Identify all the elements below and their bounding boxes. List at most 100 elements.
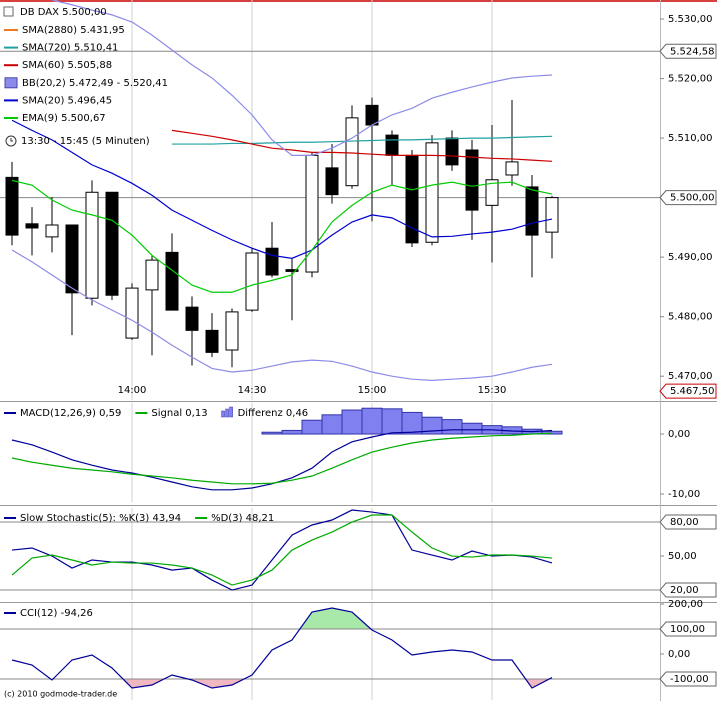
legend-label: Differenz 0,46: [238, 408, 309, 419]
x-tick-label: 15:00: [358, 385, 387, 396]
title-icon: [3, 6, 14, 17]
candle-body: [245, 252, 259, 311]
copyright: (c) 2010 godmode-trader.de: [4, 690, 117, 699]
y-tick-label: 200,00: [668, 599, 703, 610]
histogram-bar: [261, 431, 283, 435]
level-label: 5.500,00: [670, 193, 715, 204]
candle-body: [325, 167, 339, 196]
panel: [0, 508, 660, 600]
series-line: [11, 509, 553, 591]
y-tick-label: -10,00: [668, 489, 700, 500]
histogram-bar: [441, 419, 463, 435]
candle-body: [365, 104, 379, 126]
x-tick-label: 14:00: [118, 385, 147, 396]
legend-label: CCI(12) -94,26: [20, 608, 93, 619]
legend-label: SMA(720) 5.510,41: [22, 43, 118, 54]
series-line: [11, 514, 553, 586]
x-tick-label: 14:30: [238, 385, 267, 396]
candle-body: [345, 117, 359, 187]
legend-label: %D(3) 48,21: [211, 513, 274, 524]
candle-body: [485, 179, 499, 206]
level-box: [659, 43, 717, 59]
y-tick-label: 50,00: [668, 551, 697, 562]
y-tick-label: 5.530,00: [668, 14, 713, 25]
y-tick-label: 0,00: [668, 429, 690, 440]
candle-body: [265, 247, 279, 276]
panel: [0, 603, 660, 700]
level-box: [659, 514, 717, 530]
level-label: 5.467,50: [670, 386, 715, 397]
legend-label: SMA(60) 5.505,88: [22, 60, 112, 71]
histogram-bar: [341, 409, 363, 435]
y-tick-label: 5.510,00: [668, 133, 713, 144]
series-line: [11, 429, 553, 491]
histogram-bar: [461, 422, 483, 435]
series-line: [171, 129, 553, 162]
candle-body: [65, 224, 79, 294]
histogram-bar: [381, 408, 403, 435]
chart-subtitle: 13:30 - 15:45 (5 Minuten): [21, 136, 150, 147]
histogram-bar: [361, 407, 383, 435]
candle-body: [45, 224, 59, 238]
candle-body: [445, 137, 459, 166]
band-lower: [11, 249, 553, 381]
level-label: 100,00: [670, 624, 705, 635]
level-box: [659, 621, 717, 637]
series-line: [11, 119, 553, 259]
panel: [0, 0, 660, 400]
legend-label: Slow Stochastic(5): %K(3) 43,94: [20, 513, 181, 524]
candle-body: [545, 197, 559, 233]
legend-label: EMA(9) 5.500,67: [22, 113, 106, 124]
series-line: [11, 432, 553, 485]
legend-swatch: [229, 406, 233, 418]
panel: [11, 403, 563, 502]
legend-swatch: [4, 77, 18, 89]
legend-swatch: [225, 408, 229, 418]
legend-swatch: [221, 410, 225, 418]
candle-body: [105, 191, 119, 296]
chart-title: DB DAX 5.500,00: [20, 7, 107, 18]
candle-body: [125, 287, 139, 339]
y-tick-label: 5.490,00: [668, 252, 713, 263]
candle-body: [285, 269, 299, 272]
level-label: 5.524,58: [670, 46, 715, 57]
candle-body: [85, 191, 99, 299]
candle-body: [465, 149, 479, 211]
level-box: [659, 582, 717, 598]
clock-hands: [10, 138, 13, 142]
level-label: 20,00: [670, 585, 699, 596]
candle-body: [425, 142, 439, 243]
candle-body: [385, 134, 399, 156]
y-tick-label: 5.480,00: [668, 312, 713, 323]
x-tick-label: 15:30: [478, 385, 507, 396]
candle-body: [25, 223, 39, 229]
series-line: [172, 135, 553, 145]
series-line: [11, 179, 553, 293]
candle-body: [525, 186, 539, 236]
legend-label: BB(20,2) 5.472,49 - 5.520,41: [22, 78, 168, 89]
legend-label: MACD(12,26,9) 0,59: [20, 408, 121, 419]
candle-body: [5, 176, 19, 236]
y-tick-label: 5.470,00: [668, 371, 713, 382]
level-box: [659, 190, 717, 206]
level-box: [659, 671, 717, 687]
candle-body: [505, 161, 519, 176]
histogram-bar: [541, 430, 563, 435]
legend-label: SMA(2880) 5.431,95: [22, 25, 125, 36]
y-tick-label: 0,00: [668, 649, 690, 660]
y-tick-label: 5.520,00: [668, 74, 713, 85]
histogram-bar: [321, 414, 343, 435]
candle-body: [225, 311, 239, 351]
candle-body: [185, 306, 199, 331]
histogram-bar: [401, 411, 423, 435]
candle-body: [145, 259, 159, 291]
legend-label: SMA(20) 5.496,45: [22, 95, 112, 106]
candle-body: [205, 329, 219, 353]
level-label: -100,00: [670, 674, 709, 685]
level-fill: [12, 608, 552, 629]
level-label: 80,00: [670, 517, 699, 528]
histogram-bar: [281, 429, 303, 435]
histogram-bar: [301, 419, 323, 435]
band-upper: [50, 0, 553, 156]
